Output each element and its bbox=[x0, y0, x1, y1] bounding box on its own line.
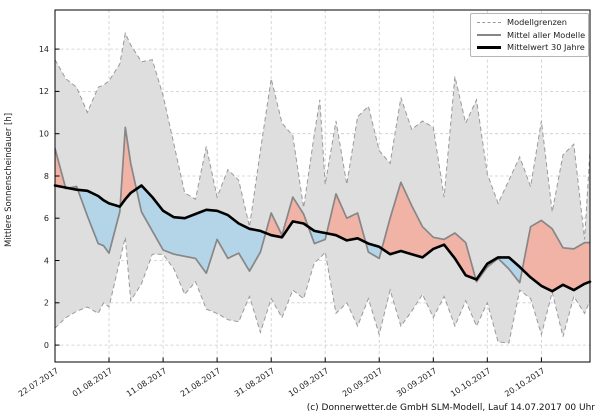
x-tick-label: 30.09.2017 bbox=[395, 366, 438, 398]
x-tick-labels: 22.07.2017 01.08.2017 11.08.2017 21.08.2017… bbox=[17, 366, 547, 398]
x-tick-label: 21.08.2017 bbox=[179, 366, 222, 398]
plot-border bbox=[54, 9, 591, 363]
legend-label: Modellgrenzen bbox=[507, 17, 567, 27]
x-tick-label: 20.09.2017 bbox=[341, 366, 384, 398]
y-axis-label: Mittlere Sonnenscheindauer [h] bbox=[4, 112, 14, 248]
dashed-line-swatch-icon bbox=[477, 21, 501, 23]
legend-item-modellgrenzen: Modellgrenzen bbox=[477, 18, 583, 26]
legend-label: Mittelwert 30 Jahre bbox=[507, 42, 585, 53]
x-tick-label: 10.10.2017 bbox=[449, 366, 492, 398]
y-tick-label: 2 bbox=[44, 299, 49, 308]
upper-bound-line bbox=[54, 31, 591, 240]
copyright-note: (c) Donnerwetter.de GmbH SLM-Modell, Lau… bbox=[306, 403, 595, 413]
legend-item-mittelwert-30-jahre: Mittelwert 30 Jahre bbox=[477, 42, 585, 53]
x-tick-label: 10.09.2017 bbox=[287, 366, 330, 398]
model-bounds-lines bbox=[54, 31, 591, 344]
y-tick-label: 0 bbox=[44, 341, 49, 350]
x-tick-label: 22.07.2017 bbox=[17, 366, 60, 398]
axis-ticks bbox=[54, 48, 542, 362]
model-mean-line bbox=[54, 126, 590, 284]
legend-item-mittel-aller-modelle: Mittel aller Modelle bbox=[477, 29, 586, 40]
above-normal-fill bbox=[522, 220, 590, 292]
black-line-swatch-icon bbox=[477, 46, 501, 49]
y-tick-label: 14 bbox=[39, 45, 49, 54]
y-tick-label: 4 bbox=[44, 256, 49, 265]
x-tick-label: 20.10.2017 bbox=[503, 366, 546, 398]
legend-label: Mittel aller Modelle bbox=[507, 29, 586, 40]
above-normal-fill bbox=[265, 197, 309, 238]
y-tick-label: 10 bbox=[39, 130, 49, 139]
below-normal-fill bbox=[365, 242, 382, 259]
legend: Modellgrenzen Mittel aller Modelle Mitte… bbox=[470, 13, 589, 57]
model-range-band bbox=[55, 33, 590, 344]
x-tick-label: 11.08.2017 bbox=[125, 366, 168, 398]
below-normal-fill bbox=[77, 189, 121, 254]
y-tick-label: 6 bbox=[44, 214, 49, 223]
lower-bound-line bbox=[54, 237, 591, 344]
gray-line-swatch-icon bbox=[477, 33, 501, 36]
y-tick-label: 8 bbox=[44, 172, 49, 181]
y-tick-label: 12 bbox=[39, 87, 49, 96]
y-tick-labels: 0 2 4 6 8 10 12 14 bbox=[39, 45, 49, 350]
x-tick-label: 01.08.2017 bbox=[71, 366, 114, 398]
climate-mean-30y-line bbox=[53, 184, 592, 293]
x-tick-label: 31.08.2017 bbox=[233, 366, 276, 398]
